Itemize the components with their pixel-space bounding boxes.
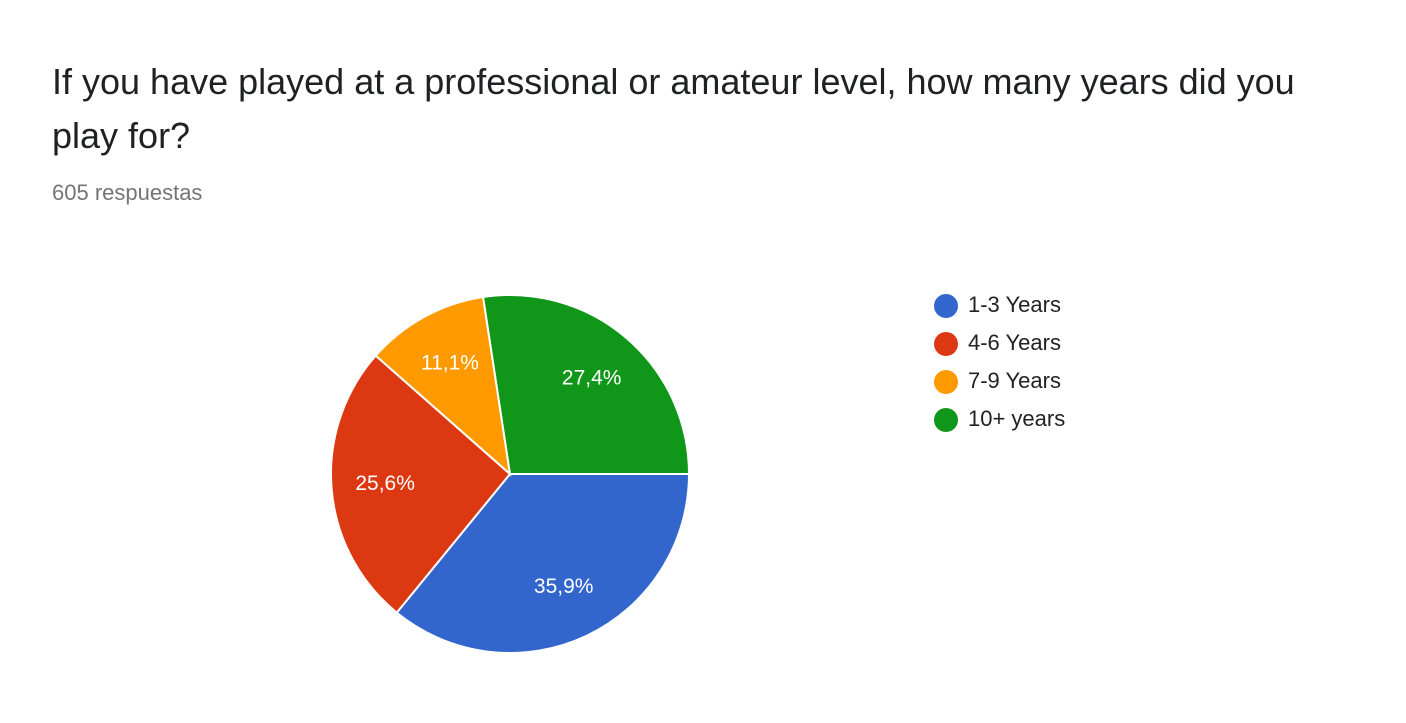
slice-label: 35,9% xyxy=(534,575,594,598)
chart-title: If you have played at a professional or … xyxy=(52,61,1295,156)
chart-subtitle: 605 respuestas xyxy=(52,180,203,205)
legend-label: 4-6 Years xyxy=(968,330,1061,355)
pie-slice xyxy=(374,295,512,477)
legend-label: 10+ years xyxy=(968,406,1065,431)
legend-swatch xyxy=(934,370,958,394)
legend-swatch xyxy=(934,294,958,318)
pie-slice xyxy=(330,354,512,615)
slice-label: 25,6% xyxy=(355,472,415,495)
pie-slice xyxy=(481,294,691,475)
legend-swatch xyxy=(934,332,958,356)
pie-slice xyxy=(395,473,691,654)
slice-label: 11,1% xyxy=(421,352,479,375)
legend-label: 7-9 Years xyxy=(968,368,1061,393)
slice-label: 27,4% xyxy=(562,367,622,390)
legend-swatch xyxy=(934,408,958,432)
legend-label: 1-3 Years xyxy=(968,292,1061,317)
